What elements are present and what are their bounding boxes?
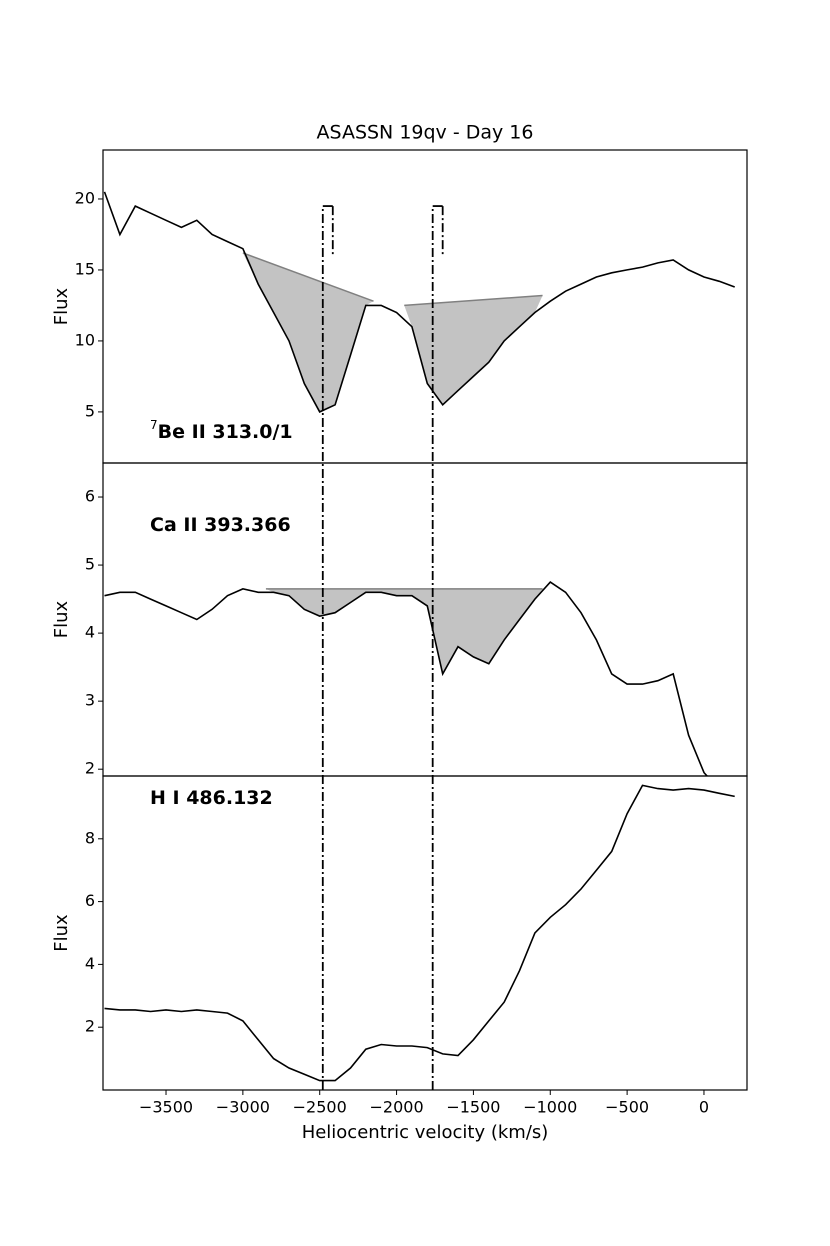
x-tick-label: −3500 — [139, 1098, 193, 1117]
spectrum-line — [103, 191, 735, 413]
absorption-fill — [404, 295, 543, 405]
panel-label-text: Ca II 393.366 — [150, 514, 291, 536]
x-tick-label: 0 — [699, 1098, 709, 1117]
x-axis-label: Heliocentric velocity (km/s) — [302, 1122, 549, 1143]
axes-frame — [102, 462, 748, 777]
y-tick-label: 10 — [75, 330, 95, 349]
y-tick-label: 3 — [85, 691, 95, 710]
y-tick-label: 6 — [85, 487, 95, 506]
chart-title: ASASSN 19qv - Day 16 — [317, 122, 534, 144]
y-tick-label: 8 — [85, 828, 95, 847]
y-axis-label: Flux — [51, 914, 72, 952]
absorption-fill — [265, 588, 543, 674]
y-tick-label: 6 — [85, 891, 95, 910]
x-tick-label: −2500 — [293, 1098, 347, 1117]
plot-area — [104, 581, 709, 776]
spectrum-line — [104, 784, 735, 1082]
continuum-line — [242, 252, 374, 302]
panel-label: Ca II 393.366 — [150, 514, 291, 536]
panel-label: H I 486.132 — [150, 787, 273, 809]
x-tick-label: −3000 — [216, 1098, 270, 1117]
y-tick-label: 5 — [85, 401, 95, 420]
panel-label-superscript: 7 — [150, 418, 158, 432]
axes-frame — [102, 775, 748, 1091]
spectrum-line — [104, 581, 709, 776]
continuum-line — [404, 294, 543, 307]
absorption-fill — [242, 252, 374, 412]
plot-area — [103, 191, 735, 413]
y-tick-label: 4 — [85, 954, 95, 973]
panel-label-text: H I 486.132 — [150, 787, 273, 809]
y-tick-label: 2 — [85, 759, 95, 778]
y-tick-label: 20 — [75, 188, 95, 207]
plot-area — [104, 784, 735, 1082]
x-tick-label: −1500 — [446, 1098, 500, 1117]
y-axis-label: Flux — [51, 287, 72, 325]
y-tick-label: 2 — [85, 1017, 95, 1036]
x-tick-label: −500 — [605, 1098, 649, 1117]
y-tick-label: 15 — [75, 259, 95, 278]
x-tick-label: −1000 — [523, 1098, 577, 1117]
y-axis-label: Flux — [51, 600, 72, 638]
panel-label-text: Be II 313.0/1 — [158, 421, 293, 443]
x-tick-label: −2000 — [370, 1098, 424, 1117]
y-tick-label: 4 — [85, 623, 95, 642]
panel-label: 7Be II 313.0/1 — [150, 418, 293, 443]
y-tick-label: 5 — [85, 555, 95, 574]
